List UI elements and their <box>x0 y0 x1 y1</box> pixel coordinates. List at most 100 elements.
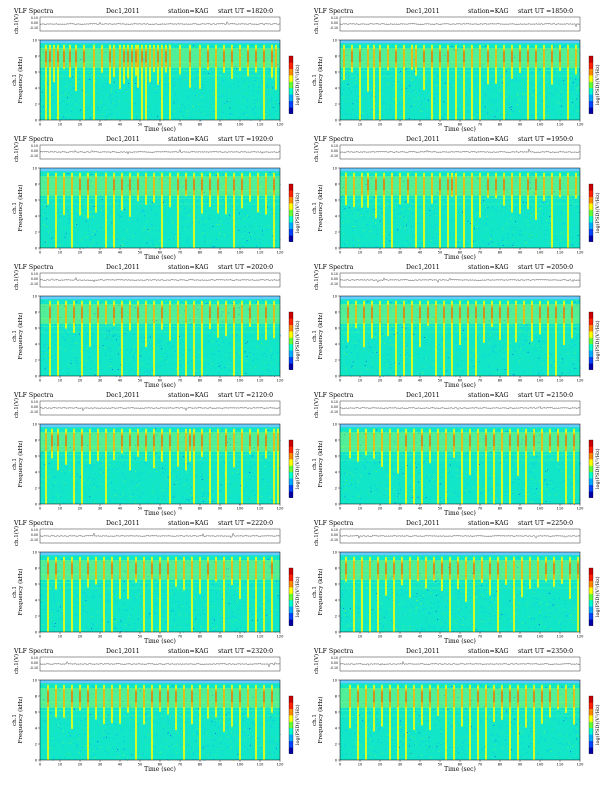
noise-pixel <box>279 371 281 373</box>
noise-pixel <box>522 93 523 95</box>
noise-pixel <box>444 82 446 84</box>
noise-pixel <box>403 216 405 217</box>
noise-pixel <box>235 112 236 114</box>
noise-pixel <box>147 216 149 217</box>
noise-pixel <box>158 82 160 84</box>
noise-pixel <box>360 115 362 117</box>
noise-pixel <box>511 227 513 229</box>
noise-pixel <box>352 199 354 200</box>
y-tick-label: 0 <box>35 246 38 250</box>
noise-pixel <box>579 51 580 53</box>
noise-pixel <box>448 222 450 224</box>
noise-pixel <box>107 366 109 368</box>
noise-pixel <box>405 219 407 221</box>
noise-pixel <box>276 313 278 315</box>
noise-pixel <box>92 183 94 185</box>
noise-pixel <box>87 333 88 335</box>
noise-pixel <box>219 188 220 190</box>
noise-pixel <box>554 51 556 53</box>
noise-pixel <box>58 211 59 213</box>
noise-pixel <box>49 202 51 204</box>
noise-pixel <box>197 210 198 212</box>
noise-pixel <box>342 115 343 117</box>
noise-pixel <box>197 173 199 175</box>
noise-pixel <box>577 111 578 112</box>
noise-pixel <box>376 233 378 235</box>
noise-pixel <box>430 240 432 241</box>
noise-pixel <box>219 188 221 190</box>
x-tick-label: 80 <box>498 251 503 255</box>
noise-pixel <box>477 178 479 179</box>
noise-pixel <box>66 56 68 58</box>
noise-pixel <box>195 81 197 82</box>
noise-pixel <box>92 182 93 184</box>
noise-pixel <box>504 241 506 243</box>
noise-pixel <box>94 185 95 186</box>
noise-pixel <box>376 172 378 174</box>
noise-pixel <box>69 193 71 195</box>
noise-pixel <box>246 114 248 116</box>
noise-pixel <box>44 306 45 308</box>
noise-pixel <box>489 57 491 59</box>
noise-pixel <box>87 108 89 110</box>
noise-pixel <box>166 92 168 94</box>
noise-pixel <box>83 367 85 368</box>
noise-pixel <box>135 83 137 84</box>
noise-pixel <box>342 177 344 179</box>
noise-pixel <box>203 188 205 190</box>
noise-pixel <box>174 222 176 224</box>
x-tick-label: 70 <box>178 251 183 255</box>
noise-pixel <box>484 49 486 51</box>
noise-pixel <box>349 85 350 86</box>
noise-pixel <box>114 302 116 304</box>
noise-pixel <box>167 72 169 74</box>
noise-pixel <box>78 100 80 102</box>
noise-pixel <box>417 73 418 74</box>
colorbar-segment <box>589 56 593 63</box>
noise-pixel <box>153 78 155 80</box>
noise-pixel <box>151 329 153 331</box>
noise-pixel <box>466 231 468 233</box>
noise-pixel <box>503 228 505 230</box>
noise-pixel <box>401 88 403 90</box>
colorbar-segment <box>589 68 593 76</box>
noise-pixel <box>378 65 380 67</box>
noise-pixel <box>435 214 436 216</box>
noise-pixel <box>218 111 220 113</box>
noise-pixel <box>249 373 251 374</box>
noise-pixel <box>130 300 132 302</box>
noise-pixel <box>386 244 388 245</box>
noise-pixel <box>460 201 461 203</box>
noise-pixel <box>236 68 237 70</box>
noise-pixel <box>146 56 148 58</box>
y-tick-label: 2 <box>335 230 337 234</box>
noise-pixel <box>274 103 275 105</box>
noise-pixel <box>167 83 169 85</box>
noise-pixel <box>358 209 359 211</box>
noise-pixel <box>533 98 534 100</box>
noise-pixel <box>512 228 514 230</box>
noise-pixel <box>369 93 371 94</box>
noise-pixel <box>48 55 50 57</box>
noise-pixel <box>344 47 346 49</box>
noise-pixel <box>259 342 261 344</box>
noise-pixel <box>267 325 269 327</box>
noise-pixel <box>541 53 543 54</box>
noise-pixel <box>434 93 436 94</box>
noise-pixel <box>199 202 201 204</box>
noise-pixel <box>208 97 209 99</box>
noise-pixel <box>44 89 46 91</box>
noise-pixel <box>70 370 72 372</box>
noise-pixel <box>460 230 461 231</box>
noise-pixel <box>249 352 251 354</box>
noise-pixel <box>374 226 376 227</box>
noise-pixel <box>250 234 252 235</box>
noise-pixel <box>255 237 257 239</box>
noise-pixel <box>178 315 180 317</box>
noise-pixel <box>180 117 181 119</box>
noise-pixel <box>414 176 415 177</box>
noise-pixel <box>481 202 482 204</box>
noise-pixel <box>470 223 472 225</box>
noise-pixel <box>143 229 145 231</box>
noise-pixel <box>179 209 180 210</box>
